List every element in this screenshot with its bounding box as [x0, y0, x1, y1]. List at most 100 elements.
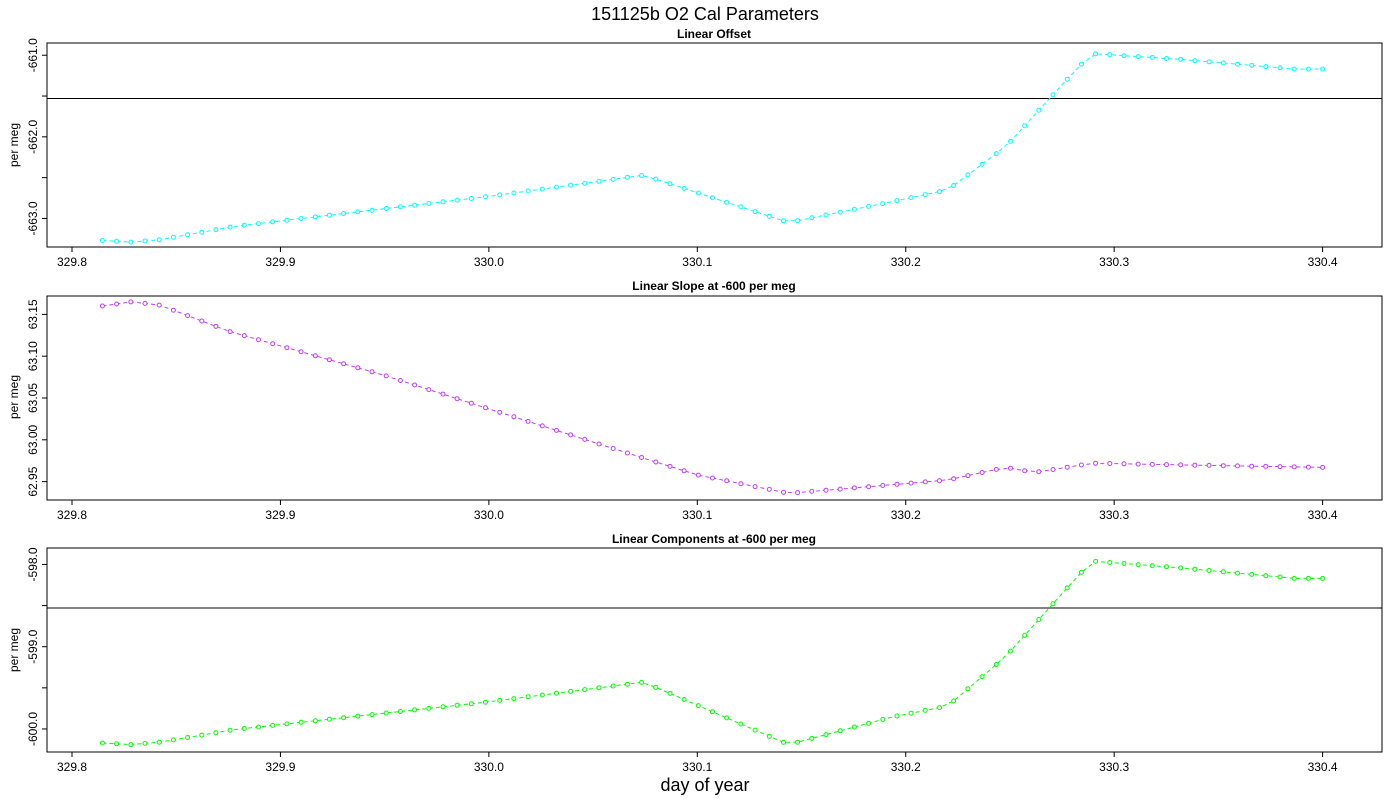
data-point	[156, 739, 162, 745]
x-tick-label: 330.3	[1099, 255, 1129, 269]
data-point	[922, 707, 928, 713]
data-point	[582, 687, 588, 693]
data-point	[1135, 562, 1141, 568]
data-point	[468, 701, 474, 707]
data-point	[341, 211, 347, 216]
x-tick-label: 330.3	[1099, 760, 1129, 774]
data-point	[142, 238, 148, 244]
data-point	[1149, 55, 1155, 60]
data-point	[170, 307, 176, 313]
data-point	[1320, 464, 1326, 470]
data-point	[809, 488, 815, 494]
data-point	[738, 481, 744, 487]
data-point	[880, 201, 886, 207]
panel-linear-slope: Linear Slope at -600 per meg per meg 329…	[7, 279, 1383, 522]
data-point	[965, 172, 971, 178]
data-point	[568, 182, 574, 188]
data-point	[695, 190, 701, 196]
data-point	[823, 732, 829, 738]
data-point	[1291, 575, 1297, 581]
data-point	[412, 382, 418, 388]
data-point	[1192, 462, 1198, 468]
data-point	[894, 713, 900, 719]
data-point	[993, 662, 999, 667]
data-point	[426, 387, 432, 393]
data-point	[681, 697, 687, 702]
data-point	[624, 681, 630, 687]
data-point	[639, 455, 645, 460]
data-point	[610, 176, 616, 182]
data-point	[369, 712, 375, 718]
data-point	[270, 722, 276, 728]
data-point	[511, 696, 517, 702]
x-tick-label: 330.0	[474, 255, 504, 269]
data-point	[837, 209, 843, 215]
data-point	[993, 151, 999, 157]
data-point	[142, 300, 148, 306]
data-point	[483, 405, 488, 411]
data-point	[426, 201, 432, 206]
data-point	[1064, 76, 1070, 82]
x-tick-label: 329.9	[265, 760, 295, 774]
data-point	[724, 715, 730, 721]
data-point	[1206, 568, 1212, 573]
data-point	[440, 704, 446, 710]
data-point	[341, 715, 347, 721]
data-point	[525, 188, 531, 194]
x-tick-label: 330.3	[1099, 508, 1129, 522]
data-point	[951, 183, 957, 188]
data-point	[1135, 54, 1141, 60]
data-point	[624, 174, 630, 180]
data-point	[483, 699, 488, 705]
data-point	[312, 214, 318, 220]
data-point	[568, 432, 574, 438]
data-point	[1291, 66, 1297, 72]
y-axis-label: per meg	[7, 628, 21, 672]
data-point	[752, 484, 758, 490]
data-point	[653, 176, 659, 182]
data-point	[284, 721, 290, 727]
data-point	[454, 702, 460, 708]
data-point	[241, 726, 247, 731]
data-point	[284, 345, 290, 351]
data-point	[596, 178, 602, 184]
data-point	[1093, 51, 1099, 57]
data-point	[724, 478, 730, 484]
data-point	[809, 735, 815, 741]
data-point	[795, 739, 801, 745]
data-point	[667, 181, 673, 187]
data-point	[1078, 569, 1084, 575]
x-tick-label: 330.0	[474, 760, 504, 774]
data-point	[667, 690, 673, 696]
data-point	[1093, 558, 1099, 564]
data-point	[326, 212, 332, 218]
data-point	[298, 349, 304, 355]
y-tick-label: -599.0	[26, 629, 40, 663]
data-point	[241, 222, 247, 228]
data-point	[610, 446, 616, 451]
data-point	[326, 357, 332, 363]
data-point	[781, 218, 786, 224]
data-point	[1277, 574, 1283, 580]
data-point	[866, 484, 872, 490]
data-point	[695, 472, 701, 478]
data-point	[922, 479, 928, 485]
data-point	[1305, 575, 1311, 581]
x-tick-label: 329.8	[57, 508, 87, 522]
data-point	[99, 303, 105, 309]
data-point	[369, 369, 375, 375]
data-point	[213, 227, 219, 233]
data-point	[1249, 463, 1255, 469]
data-point	[937, 478, 942, 484]
data-point	[511, 190, 517, 196]
data-point	[270, 341, 276, 347]
data-point	[1178, 462, 1184, 468]
data-point	[199, 318, 205, 324]
data-point	[610, 683, 616, 689]
plot-frame	[46, 42, 1383, 248]
data-point	[724, 199, 730, 205]
data-point	[1050, 467, 1056, 472]
data-point	[1263, 463, 1269, 469]
data-point	[539, 692, 545, 698]
data-point	[866, 203, 872, 209]
